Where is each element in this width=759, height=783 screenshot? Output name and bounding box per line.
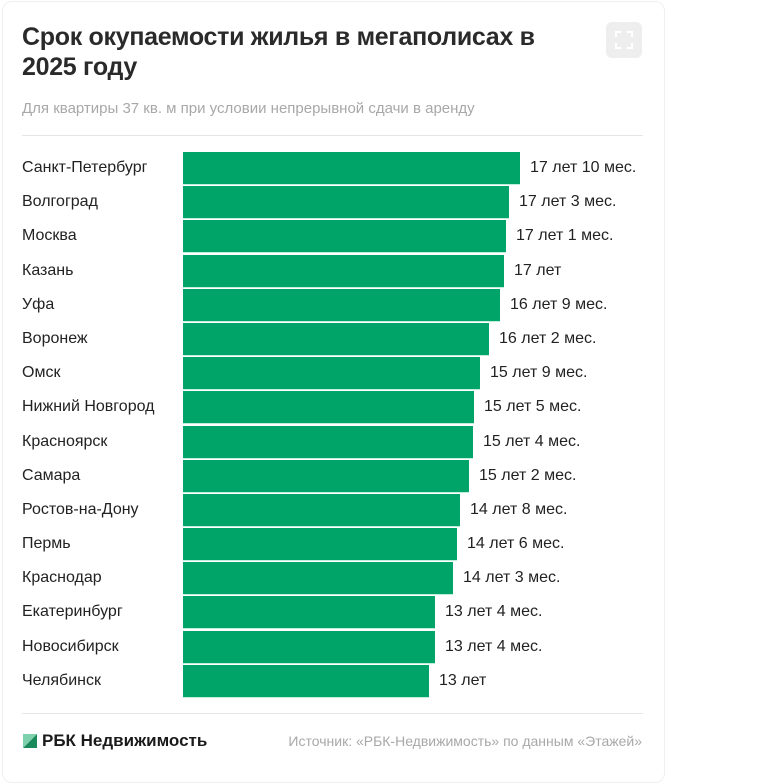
chart-row: Москва 17 лет 1 мес. — [22, 220, 662, 254]
chart-row: Челябинск 13 лет — [22, 664, 662, 699]
chart-subtitle: Для квартиры 37 кв. м при условии непрер… — [22, 100, 475, 117]
bar — [183, 322, 489, 355]
value-label: 17 лет 3 мес. — [519, 193, 617, 211]
value-label: 15 лет 2 мес. — [479, 466, 577, 484]
category-label: Челябинск — [22, 671, 101, 689]
chart-row: Омск 15 лет 9 мес. — [22, 357, 662, 391]
logo-text: РБК Недвижимость — [42, 731, 208, 750]
bar — [183, 630, 435, 663]
value-label: 16 лет 9 мес. — [510, 295, 608, 313]
chart-row: Уфа 16 лет 9 мес. — [22, 288, 662, 323]
value-label: 14 лет 3 мес. — [463, 569, 561, 587]
bar — [183, 288, 500, 321]
bar — [183, 459, 469, 492]
bar — [183, 391, 474, 424]
chart-row: Санкт-Петербург 17 лет 10 мес. — [22, 152, 662, 186]
bar — [183, 596, 435, 629]
category-label: Пермь — [22, 535, 71, 553]
category-label: Омск — [22, 364, 61, 382]
chart-row: Красноярск 15 лет 4 мес. — [22, 425, 662, 460]
value-label: 13 лет 4 мес. — [445, 603, 543, 621]
category-label: Новосибирск — [22, 637, 119, 655]
category-label: Красноярск — [22, 432, 108, 450]
bar — [183, 152, 520, 184]
value-label: 15 лет 5 мес. — [484, 398, 582, 416]
category-label: Екатеринбург — [22, 603, 123, 621]
chart-row: Пермь 14 лет 6 мес. — [22, 528, 662, 562]
source-note: Источник: «РБК-Недвижимость» по данным «… — [288, 733, 642, 749]
footer-divider — [22, 713, 643, 714]
category-label: Краснодар — [22, 569, 102, 587]
category-label: Казань — [22, 261, 74, 279]
bar — [183, 664, 429, 697]
value-label: 15 лет 4 мес. — [483, 432, 581, 450]
bar — [183, 528, 457, 561]
chart-row: Краснодар 14 лет 3 мес. — [22, 562, 662, 596]
bar — [183, 357, 480, 390]
chart-row: Воронеж 16 лет 2 мес. — [22, 322, 662, 357]
category-label: Ростов-на-Дону — [22, 500, 139, 518]
category-label: Волгоград — [22, 193, 98, 211]
chart-row: Новосибирск 13 лет 4 мес. — [22, 630, 662, 665]
fullscreen-button[interactable] — [606, 22, 642, 58]
bar — [183, 186, 509, 219]
chart-row: Самара 15 лет 2 мес. — [22, 459, 662, 494]
chart-row: Екатеринбург 13 лет 4 мес. — [22, 596, 662, 630]
value-label: 17 лет 10 мес. — [530, 159, 637, 176]
value-label: 17 лет — [514, 261, 562, 279]
bar — [183, 562, 453, 595]
chart-row: Волгоград 17 лет 3 мес. — [22, 186, 662, 220]
value-label: 13 лет 4 мес. — [445, 637, 543, 655]
chart-title: Срок окупаемости жилья в мегаполисах в 2… — [22, 23, 535, 81]
category-label: Санкт-Петербург — [22, 159, 148, 176]
bar — [183, 493, 460, 526]
category-label: Нижний Новгород — [22, 398, 155, 416]
chart-row: Ростов-на-Дону 14 лет 8 мес. — [22, 493, 662, 528]
chart-row: Нижний Новгород 15 лет 5 мес. — [22, 391, 662, 425]
value-label: 13 лет — [439, 671, 487, 689]
chart-row: Казань 17 лет — [22, 254, 662, 289]
value-label: 17 лет 1 мес. — [516, 227, 614, 245]
category-label: Уфа — [22, 295, 55, 313]
bar — [183, 254, 504, 287]
bar — [183, 425, 473, 458]
bar — [183, 220, 506, 253]
rbc-logo-icon — [23, 734, 37, 748]
value-label: 14 лет 8 мес. — [470, 500, 568, 518]
value-label: 16 лет 2 мес. — [499, 329, 597, 347]
category-label: Воронеж — [22, 329, 88, 347]
fullscreen-icon — [615, 31, 633, 49]
value-label: 14 лет 6 мес. — [467, 535, 565, 553]
category-label: Самара — [22, 466, 81, 484]
rbc-logo[interactable]: РБК Недвижимость — [23, 731, 207, 751]
value-label: 15 лет 9 мес. — [490, 364, 588, 382]
header-divider — [22, 135, 643, 136]
bar-chart: Санкт-Петербург 17 лет 10 мес. Волгоград 17… — [22, 152, 662, 699]
category-label: Москва — [22, 227, 77, 245]
